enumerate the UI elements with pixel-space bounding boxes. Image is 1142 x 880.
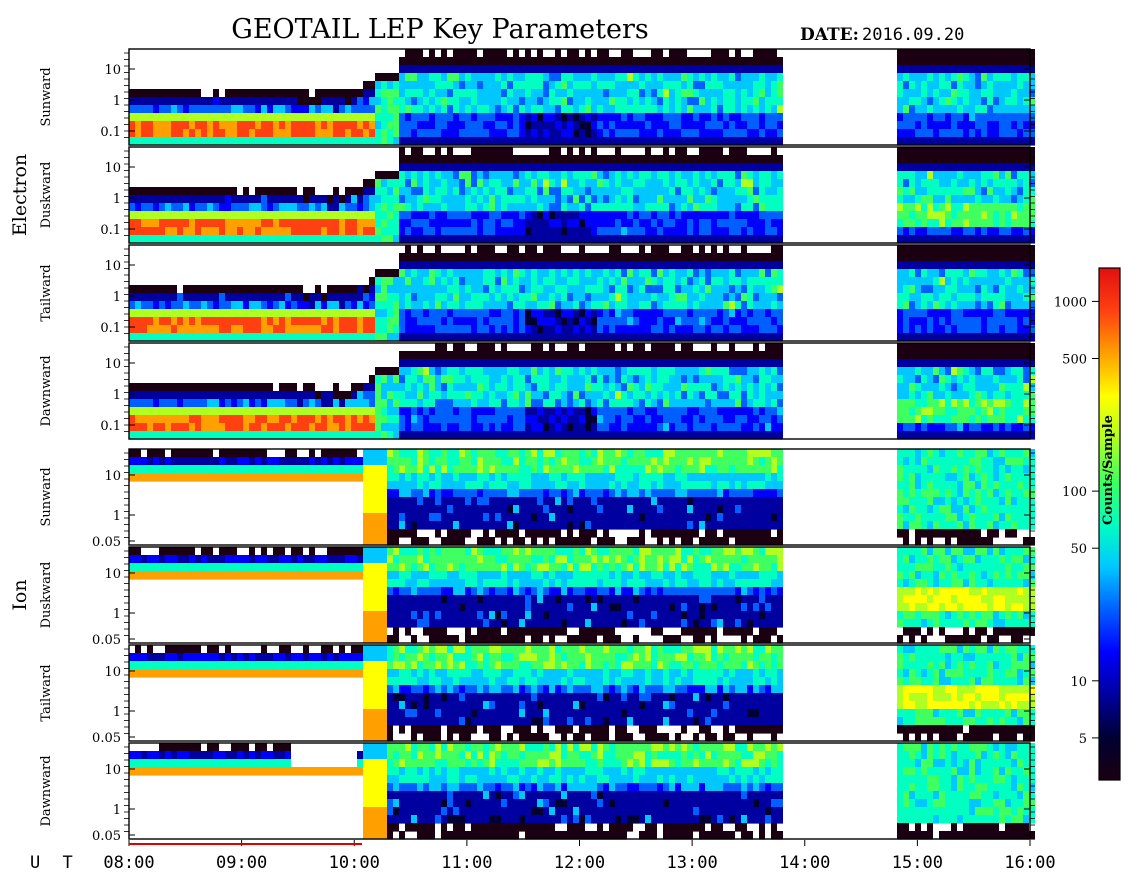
x-tick-label: 14:00 [779, 853, 830, 873]
panel-frame [128, 448, 1031, 546]
x-tick-label: 15:00 [892, 853, 943, 873]
y-tick-label: 1 [113, 803, 121, 818]
y-tick-label: 1 [113, 290, 121, 305]
y-tick-label: 10 [104, 763, 121, 778]
panel-direction-label: Tailward [39, 264, 54, 321]
colorbar-scale [1098, 267, 1121, 781]
y-tick-label: 10 [104, 357, 121, 372]
spectrogram-panels: 10 1 0.1 Sunward 10 1 0.1 Duskward 10 1 0.1 Tailwar… [39, 48, 1035, 844]
panel-frame [128, 342, 1031, 440]
group-label-electron: Electron [9, 154, 31, 236]
spectrogram-cells [129, 245, 1035, 342]
y-tick-label: 1 [113, 607, 121, 622]
group-label-ion: Ion [9, 579, 31, 610]
x-tick-label: 16:00 [1004, 853, 1055, 873]
panel-frame [128, 146, 1031, 244]
spectrogram-cells [129, 449, 1035, 546]
x-tick-label: 08:00 [103, 853, 154, 873]
date-value: 2016.09.20 [862, 25, 964, 45]
x-tick-label: 10:00 [329, 853, 380, 873]
y-tick-label: 1 [113, 388, 121, 403]
panel-frame [128, 244, 1031, 342]
ion-panel-duskward: 10 1 0.05 Duskward [39, 546, 1035, 648]
y-tick-label: 1 [113, 94, 121, 109]
panel-direction-label: Duskward [39, 562, 54, 629]
colorbar-tick-label: 500 [1062, 353, 1087, 368]
electron-panel-sunward: 10 1 0.1 Sunward [39, 48, 1035, 146]
panel-direction-label: Dawnward [39, 355, 54, 426]
spectrogram-cells [129, 645, 1035, 742]
spectrogram-cells [129, 743, 1035, 840]
spectrogram-cells [129, 49, 1035, 146]
ion-panel-sunward: 10 1 0.05 Sunward [39, 448, 1035, 550]
spectrogram-cells [129, 343, 1035, 440]
spectrogram-cells [129, 147, 1035, 244]
y-tick-label: 0.05 [92, 829, 121, 844]
colorbar-tick-label: 1000 [1054, 295, 1087, 310]
y-tick-label: 0.1 [100, 125, 121, 140]
y-tick-label: 0.05 [92, 633, 121, 648]
x-tick-label: 09:00 [216, 853, 267, 873]
panel-direction-label: Sunward [39, 467, 54, 526]
electron-panel-duskward: 10 1 0.1 Duskward [39, 146, 1035, 244]
date-label: DATE: [800, 25, 859, 45]
colorbar-tick-label: 50 [1070, 542, 1087, 557]
electron-panel-dawnward: 10 1 0.1 Dawnward [39, 342, 1035, 440]
y-tick-label: 0.1 [100, 223, 121, 238]
panel-direction-label: Tailward [39, 664, 54, 721]
panel-direction-label: Dawnward [39, 755, 54, 826]
y-tick-label: 10 [104, 567, 121, 582]
y-tick-label: 0.1 [100, 419, 121, 434]
panel-frame [128, 546, 1031, 644]
y-tick-label: 0.1 [100, 321, 121, 336]
colorbar-tick-label: 10 [1070, 675, 1087, 690]
y-tick-label: 1 [113, 705, 121, 720]
x-tick-label: 12:00 [554, 853, 605, 873]
y-tick-label: 10 [104, 161, 121, 176]
panel-frame [128, 48, 1031, 146]
spectrogram-cells [129, 547, 1035, 644]
x-tick-label: 13:00 [667, 853, 718, 873]
y-tick-label: 0.05 [92, 731, 121, 746]
x-axis-label: U T [30, 853, 79, 873]
y-tick-label: 0.05 [92, 535, 121, 550]
y-tick-label: 10 [104, 259, 121, 274]
colorbar-label: Counts/Sample [1101, 415, 1116, 525]
panel-frame [128, 644, 1031, 742]
x-axis: U T 08:00 09:00 10:00 11:00 12:00 13:00 14:00 1… [30, 840, 1056, 873]
y-tick-label: 10 [104, 665, 121, 680]
ion-panel-dawnward: 10 1 0.05 Dawnward [39, 742, 1035, 844]
panel-frame [128, 742, 1031, 840]
y-tick-label: 10 [104, 469, 121, 484]
electron-panel-tailward: 10 1 0.1 Tailward [39, 244, 1035, 342]
ion-panel-tailward: 10 1 0.05 Tailward [39, 644, 1035, 746]
panel-direction-label: Sunward [39, 67, 54, 126]
figure-title: GEOTAIL LEP Key Parameters [231, 14, 649, 45]
colorbar-tick-label: 5 [1079, 732, 1087, 747]
y-tick-label: 10 [104, 63, 121, 78]
colorbar-tick-label: 100 [1062, 485, 1087, 500]
panel-direction-label: Duskward [39, 162, 54, 229]
y-tick-label: 1 [113, 509, 121, 524]
colorbar: Counts/Sample 1000 500 100 50 10 5 [1054, 267, 1121, 781]
x-tick-label: 11:00 [441, 853, 492, 873]
y-tick-label: 1 [113, 192, 121, 207]
